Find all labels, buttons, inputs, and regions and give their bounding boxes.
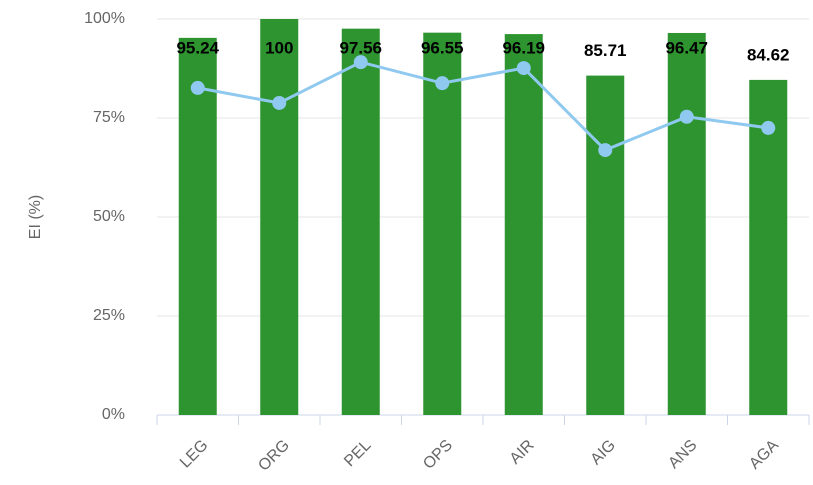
x-tick-label: AIR xyxy=(507,437,538,468)
bar xyxy=(341,28,380,415)
x-tick-label: OPS xyxy=(420,437,456,473)
y-tick-label: 50% xyxy=(93,208,125,225)
value-label: 95.24 xyxy=(176,38,219,57)
x-tick-label: ANS xyxy=(665,437,700,472)
value-label: 96.55 xyxy=(421,38,464,57)
y-axis-label: EI (%) xyxy=(27,195,44,239)
value-label: 96.19 xyxy=(502,38,545,57)
line-point xyxy=(353,55,368,70)
line-point xyxy=(679,109,694,124)
x-tick-label: PEL xyxy=(341,437,374,470)
line-point xyxy=(761,120,776,135)
x-tick-label: LEG xyxy=(177,437,212,472)
bar xyxy=(504,34,543,416)
value-label: 100 xyxy=(265,38,293,57)
line-point xyxy=(516,61,531,76)
bar xyxy=(423,32,462,416)
y-tick-label: 0% xyxy=(102,406,125,423)
y-tick-label: 25% xyxy=(93,307,125,324)
line-point xyxy=(435,76,450,91)
line-point xyxy=(598,143,613,158)
bar xyxy=(667,32,706,416)
y-tick-label: 75% xyxy=(93,109,125,126)
x-tick-label: AGA xyxy=(746,437,782,473)
line-point xyxy=(190,80,205,95)
line xyxy=(197,60,769,152)
value-label: 85.71 xyxy=(584,41,627,60)
bar xyxy=(178,37,217,415)
y-tick-label: 100% xyxy=(84,10,125,27)
x-tick-label: AIG xyxy=(588,437,620,469)
value-label: 96.47 xyxy=(665,38,708,57)
value-label: 97.56 xyxy=(339,38,382,57)
line-point xyxy=(272,95,287,110)
bar xyxy=(586,75,625,415)
bar xyxy=(749,79,788,416)
value-label: 84.62 xyxy=(747,45,790,64)
bar xyxy=(260,19,299,415)
x-tick-label: ORG xyxy=(255,437,293,475)
